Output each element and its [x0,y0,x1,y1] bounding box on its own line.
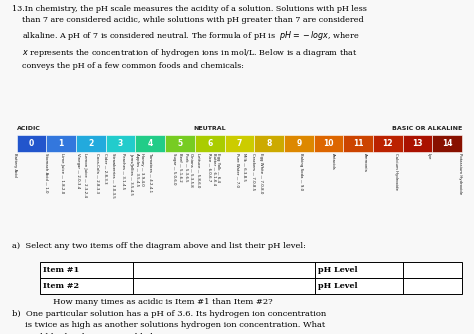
Text: Jams/Jellies — 3.5-4.5: Jams/Jellies — 3.5-4.5 [129,153,133,195]
Text: 14: 14 [442,139,453,148]
Text: Pure Water — 7.0: Pure Water — 7.0 [236,153,239,187]
Text: Tomatoes — 4.2-4.1: Tomatoes — 4.2-4.1 [148,153,152,192]
Text: Stomach Acid — 1.0: Stomach Acid — 1.0 [45,153,48,193]
Text: Baking Soda — 9.0: Baking Soda — 9.0 [299,153,303,190]
Bar [284,135,314,152]
Text: 12: 12 [383,139,393,148]
Text: Onions — 5.3-5.8: Onions — 5.3-5.8 [189,153,193,187]
Text: a)  Select any two items off the diagram above and list their pH level:: a) Select any two items off the diagram … [12,242,306,250]
Text: Pork — 5.3-6.5: Pork — 5.3-6.5 [184,153,189,182]
Bar [225,135,254,152]
Text: Item #1: Item #1 [43,266,79,274]
Text: Lettuce — 5.8-6.0: Lettuce — 5.8-6.0 [196,153,200,188]
Bar [165,135,195,152]
Text: Lye: Lye [426,153,430,160]
Text: Calcium Hydroxide: Calcium Hydroxide [394,153,399,190]
Text: b)  One particular solution has a pH of 3.6. Its hydrogen ion concentration
    : b) One particular solution has a pH of 3… [12,310,326,334]
Text: Strawberries — 3.0-3.5: Strawberries — 3.0-3.5 [111,153,115,198]
Text: 4: 4 [147,139,153,148]
Text: Peaches — 3.1-4.5: Peaches — 3.1-4.5 [121,153,125,189]
Text: pH Level: pH Level [318,266,357,274]
Text: Crackers — 7.0-8.5: Crackers — 7.0-8.5 [251,153,255,190]
Text: Milk — 6.3-8.5: Milk — 6.3-8.5 [242,153,246,181]
Text: 11: 11 [353,139,364,148]
Text: Battery Acid: Battery Acid [13,153,17,177]
Bar [343,135,373,152]
Text: Honey — 3.9-4.0: Honey — 3.9-4.0 [140,153,144,186]
Text: 8: 8 [266,139,272,148]
Bar [432,135,462,152]
Text: Antacids: Antacids [331,153,335,170]
Bar [314,135,343,152]
Bar [403,135,432,152]
Bar [76,135,106,152]
Text: 1: 1 [58,139,64,148]
Text: ACIDIC: ACIDIC [17,126,40,131]
Text: 13: 13 [412,139,423,148]
Text: 0: 0 [29,139,34,148]
Text: Egg White — 7.0-8.0: Egg White — 7.0-8.0 [259,153,263,194]
Text: How many times as acidic is Item #1 than Item #2?: How many times as acidic is Item #1 than… [40,298,273,306]
Text: NEUTRAL: NEUTRAL [193,126,226,131]
Text: 9: 9 [296,139,301,148]
Text: 10: 10 [323,139,334,148]
Text: Butter — 6.1-6.4: Butter — 6.1-6.4 [211,153,216,185]
Text: Potassium Hydroxide: Potassium Hydroxide [458,153,462,194]
Text: Rice — 6.0-6.7: Rice — 6.0-6.7 [207,153,211,182]
Bar [40,262,462,278]
Text: 7: 7 [237,139,242,148]
Bar [254,135,284,152]
Bar [136,135,165,152]
Text: Ammonia: Ammonia [363,153,367,172]
Text: 13.In chemistry, the pH scale measures the acidity of a solution. Solutions with: 13.In chemistry, the pH scale measures t… [12,5,367,70]
Text: Egg Yolk — 6.4: Egg Yolk — 6.4 [216,153,220,182]
Bar [17,135,46,152]
Text: Beef — 5.1-6.2: Beef — 5.1-6.2 [178,153,182,182]
Text: 6: 6 [207,139,212,148]
Bar [106,135,136,152]
Text: Item #2: Item #2 [43,282,79,290]
Text: 3: 3 [118,139,123,148]
Text: Lemon Juice — 2.3-2.4: Lemon Juice — 2.3-2.4 [82,153,87,197]
Text: Sugar — 5.0-6.0: Sugar — 5.0-6.0 [172,153,176,185]
Bar [40,278,462,294]
Text: Cider — 2.8-3.3: Cider — 2.8-3.3 [103,153,107,184]
Text: Apples — 3.5-4.5: Apples — 3.5-4.5 [135,153,139,186]
Text: 5: 5 [177,139,182,148]
Text: BASIC OR ALKALINE: BASIC OR ALKALINE [392,126,462,131]
Text: 2: 2 [88,139,93,148]
Bar [373,135,403,152]
Bar [46,135,76,152]
Text: Coca-Cola — 2.8-3.3: Coca-Cola — 2.8-3.3 [95,153,100,193]
Text: pH Level: pH Level [318,282,357,290]
Text: Vinegar — 2.0-3.4: Vinegar — 2.0-3.4 [76,153,80,189]
Text: Lime Juice — 1.8-2.0: Lime Juice — 1.8-2.0 [60,153,64,194]
Bar [195,135,225,152]
